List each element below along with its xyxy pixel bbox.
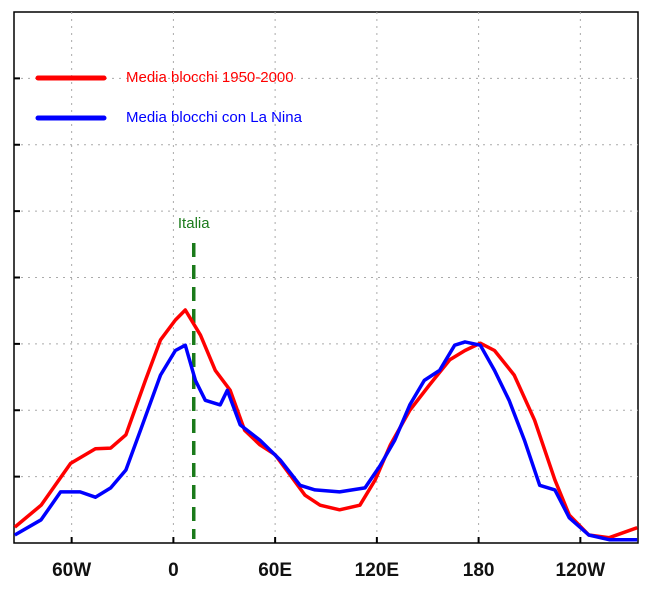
x-tick-label: 180: [463, 560, 495, 581]
annotation: Italia: [178, 215, 210, 232]
legend-label: Media blocchi 1950-2000: [126, 69, 294, 86]
x-tick-label: 120W: [556, 560, 606, 581]
series-line: [13, 308, 638, 540]
plot-frame: [13, 11, 639, 544]
x-tick-label: 60W: [52, 560, 91, 581]
series-line: [13, 340, 638, 542]
legend-label: Media blocchi con La Nina: [126, 109, 303, 126]
x-tick-label: 120E: [355, 560, 399, 581]
x-tick-label: 60E: [258, 560, 292, 581]
x-tick-label: 0: [168, 560, 179, 581]
